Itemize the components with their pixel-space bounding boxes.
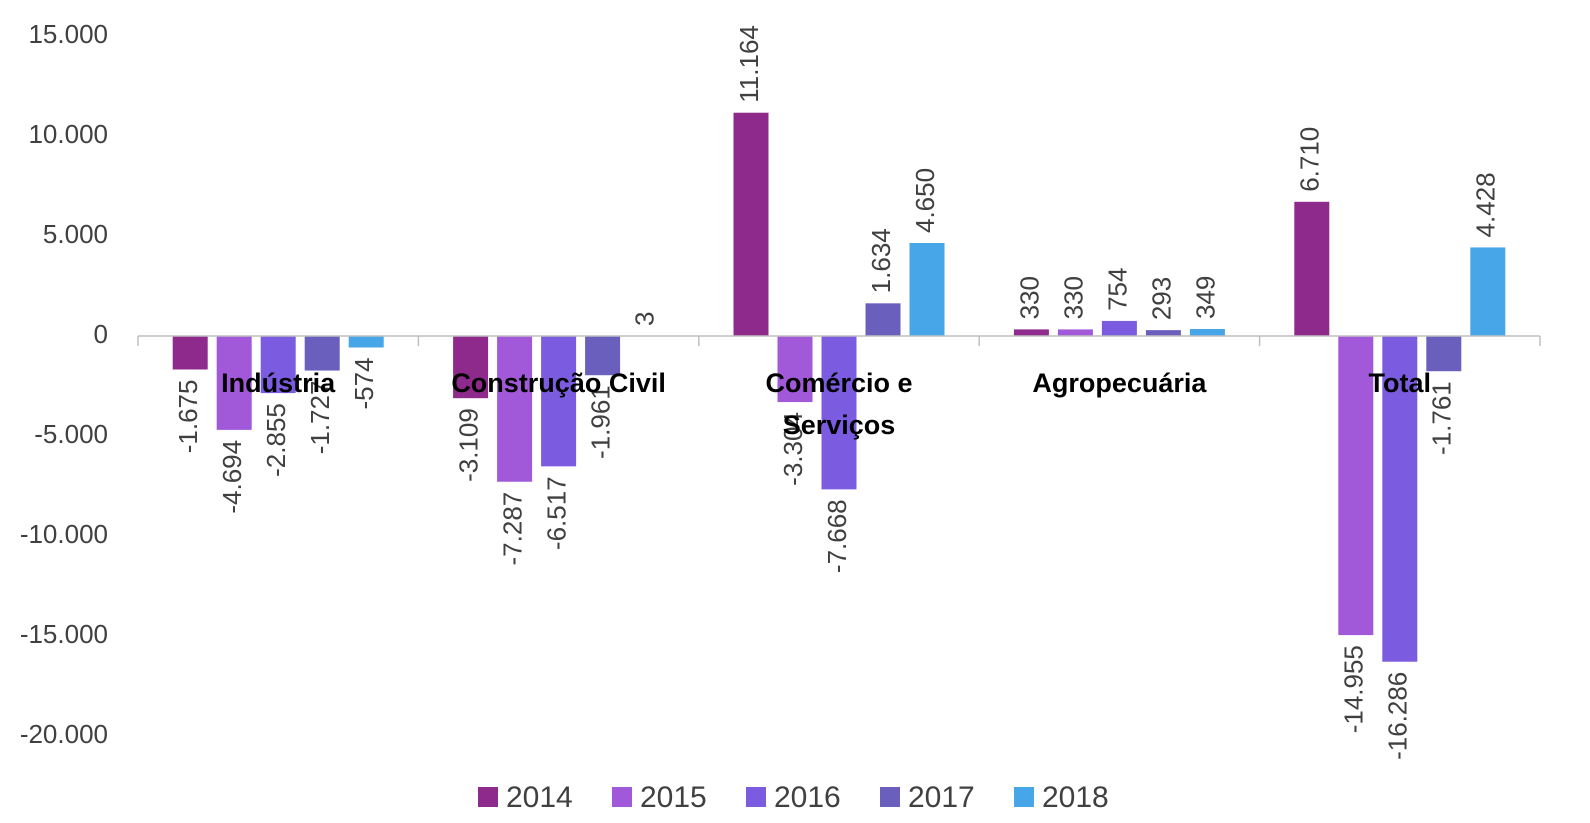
category-label: Comércio e Serviços: [765, 368, 913, 440]
value-label: -4.694: [217, 440, 247, 514]
legend-swatch: [746, 787, 766, 807]
bar: [260, 336, 296, 394]
bar: [1189, 329, 1225, 336]
legend-swatch: [612, 787, 632, 807]
bar: [497, 336, 533, 482]
value-label: -1.675: [173, 380, 203, 454]
bar: [585, 336, 621, 376]
value-label: 349: [1190, 276, 1220, 319]
category-label: Construção Civil: [451, 368, 666, 398]
y-tick-label: -20.000: [20, 719, 108, 749]
y-tick-label: 10.000: [28, 119, 108, 149]
bar: [453, 336, 489, 399]
bar: [1057, 329, 1093, 336]
bar: [1294, 201, 1330, 336]
y-tick-label: -5.000: [34, 419, 108, 449]
bar: [1101, 320, 1137, 336]
value-label: -1.761: [1427, 381, 1457, 455]
bar: [821, 336, 857, 490]
bar: [909, 243, 945, 336]
legend-label: 2016: [774, 781, 841, 814]
bar: [733, 112, 769, 336]
bar: [1470, 247, 1506, 336]
value-label: -574: [349, 357, 379, 409]
bar: [1426, 336, 1462, 372]
bar: [1013, 329, 1049, 336]
bar: [777, 336, 813, 403]
value-label: -1.727: [305, 381, 335, 455]
legend-swatch: [880, 787, 900, 807]
legend-label: 2018: [1042, 781, 1109, 814]
legend-label: 2017: [908, 781, 975, 814]
value-label: -3.109: [453, 408, 483, 482]
value-label: 6.710: [1295, 127, 1325, 192]
bar: [304, 336, 340, 371]
value-label: 3: [629, 311, 659, 325]
y-tick-label: 0: [94, 319, 108, 349]
legend-swatch: [478, 787, 498, 807]
value-label: 1.634: [866, 228, 896, 293]
value-label: -3.304: [778, 412, 808, 486]
bar: [541, 336, 577, 467]
value-label: -1.961: [585, 385, 615, 459]
value-label: 293: [1146, 277, 1176, 320]
legend-label: 2014: [506, 781, 573, 814]
value-label: 11.164: [734, 25, 764, 103]
legend-label: 2015: [640, 781, 707, 814]
bar: [865, 303, 901, 336]
y-tick-label: 15.000: [28, 19, 108, 49]
value-label: -2.855: [261, 403, 291, 477]
value-label: 330: [1014, 276, 1044, 319]
value-label: -6.517: [541, 476, 571, 550]
value-label: -7.287: [497, 492, 527, 566]
bar: [348, 336, 384, 348]
bar: [172, 336, 208, 370]
y-tick-label: -10.000: [20, 519, 108, 549]
value-label: -14.955: [1339, 645, 1369, 733]
value-label: -16.286: [1383, 672, 1413, 760]
y-tick-label: -15.000: [20, 619, 108, 649]
category-label: Indústria: [221, 368, 336, 398]
value-label: -7.668: [822, 499, 852, 573]
legend-swatch: [1014, 787, 1034, 807]
value-label: 4.650: [910, 168, 940, 233]
bar: [216, 336, 252, 430]
category-label: Agropecuária: [1032, 368, 1207, 398]
value-label: 330: [1058, 276, 1088, 319]
category-label: Total: [1368, 368, 1432, 398]
y-tick-label: 5.000: [43, 219, 108, 249]
bar: [1145, 330, 1181, 336]
value-label: 4.428: [1471, 172, 1501, 237]
bar: [1338, 336, 1374, 636]
value-label: 754: [1102, 268, 1132, 311]
bar: [1382, 336, 1418, 662]
